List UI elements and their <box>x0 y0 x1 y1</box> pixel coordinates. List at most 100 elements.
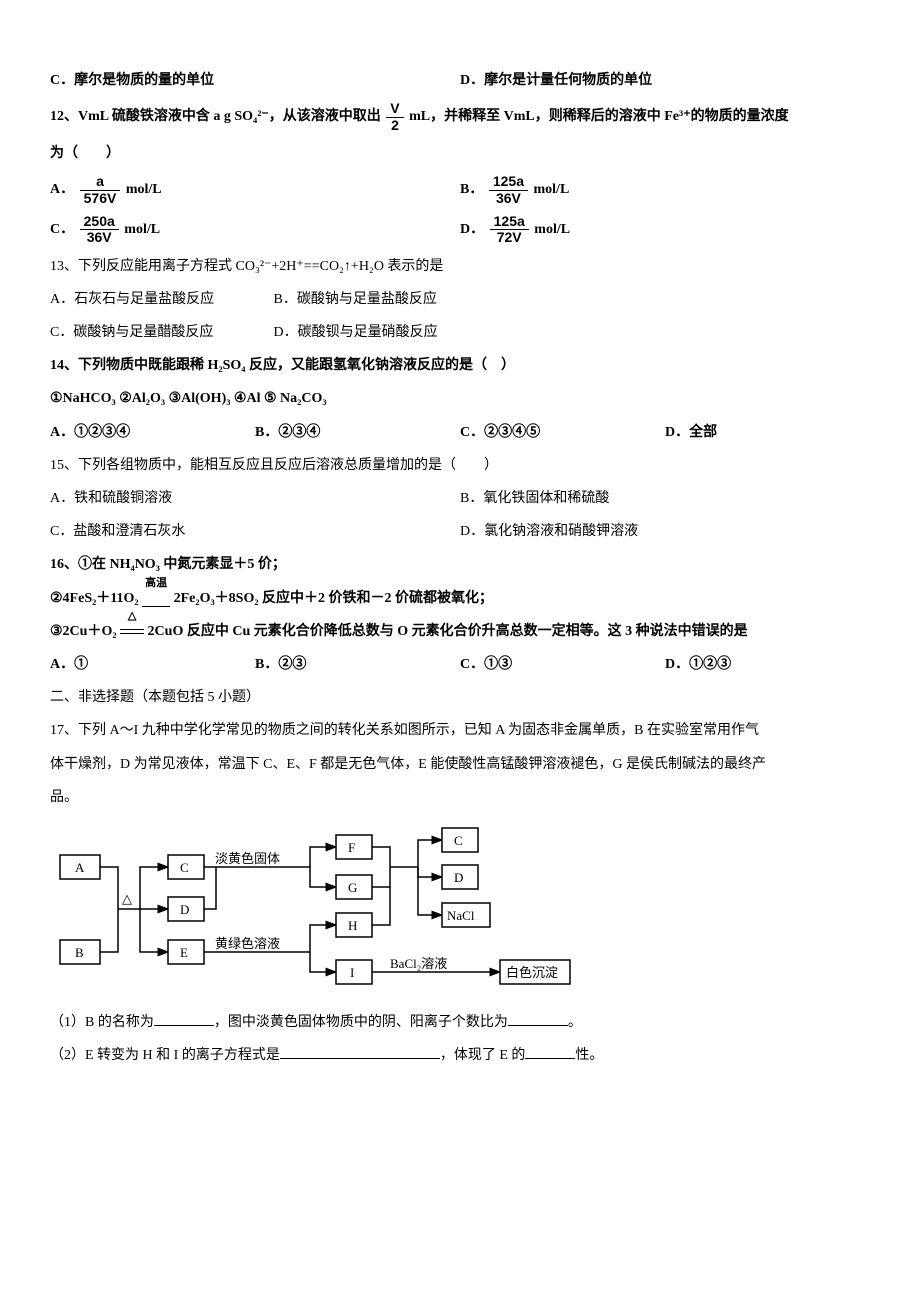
node-d: D <box>180 902 189 917</box>
q12-opt-a: A． a 576V mol/L <box>50 174 460 206</box>
node-f: F <box>348 840 355 855</box>
q13-c: C．碳酸钠与足量醋酸反应 <box>50 320 270 345</box>
q12-opt-c: C． 250a 36V mol/L <box>50 214 460 246</box>
q12-d-frac: 125a 72V <box>490 214 529 246</box>
q12-a-label: A． <box>50 182 74 197</box>
node-white: 白色沉淀 <box>506 965 558 980</box>
section2-title: 二、非选择题（本题包括 5 小题） <box>50 685 870 710</box>
node-c: C <box>180 860 189 875</box>
delta-label: △ <box>122 891 132 906</box>
q14-d: D．全部 <box>665 420 870 445</box>
q12-stem-c: 为（ ） <box>50 141 870 166</box>
q17-diagram-svg: A B △ C D E 淡黄色固体 黄绿色溶液 F G H I C D NaCl… <box>50 825 650 995</box>
q17-s2a: （2）E 转变为 H 和 I 的离子方程式是 <box>50 1048 280 1063</box>
node-h: H <box>348 918 357 933</box>
q17-s2b: ，体现了 E 的 <box>440 1048 526 1063</box>
label-bacl2: BaCl₂溶液 <box>390 956 447 971</box>
q15-c: C．盐酸和澄清石灰水 <box>50 519 460 544</box>
q12-d-den: 72V <box>490 230 529 245</box>
q14-list: ①NaHCO₃ ②Al₂O₃ ③Al(OH)₃ ④Al ⑤ Na₂CO₃ <box>50 386 870 411</box>
q15-stem: 15、下列各组物质中，能相互反应且反应后溶液总质量增加的是（ ） <box>50 453 870 478</box>
q12-c-tail: mol/L <box>124 222 160 237</box>
q17-s1c: 。 <box>568 1015 582 1030</box>
q16-l1: 16、①在 NH₄NO₃ 中氮元素显＋5 价； <box>50 552 870 577</box>
q12-stem-b: mL，并稀释至 VmL，则稀释后的溶液中 Fe³⁺的物质的量浓度 <box>409 109 788 124</box>
q13-row2: C．碳酸钠与足量醋酸反应 D．碳酸钡与足量硝酸反应 <box>50 320 870 345</box>
q12-c-num: 250a <box>80 214 119 230</box>
q16-c: C．①③ <box>460 652 665 677</box>
q16-l2-cond-text: 高温 <box>142 574 170 594</box>
q12-a-tail: mol/L <box>126 182 162 197</box>
node-a: A <box>75 860 85 875</box>
q16-l3: ③2Cu＋O₂ △ 2CuO 反应中 Cu 元素化合价降低总数与 O 元素化合价… <box>50 619 870 644</box>
q17-p1: 17、下列 A～I 九种中学化学常见的物质之间的转化关系如图所示，已知 A 为固… <box>50 718 870 743</box>
label-yellowgreen: 黄绿色溶液 <box>215 936 280 951</box>
q17-diagram: A B △ C D E 淡黄色固体 黄绿色溶液 F G H I C D NaCl… <box>50 825 870 995</box>
q17-p3: 品。 <box>50 785 870 810</box>
q15-row1: A．铁和硫酸铜溶液 B．氧化铁固体和稀硫酸 <box>50 486 870 511</box>
q17-p2: 体干燥剂，D 为常见液体，常温下 C、E、F 都是无色气体，E 能使酸性高锰酸钾… <box>50 752 870 777</box>
q12-frac1: V 2 <box>386 101 403 133</box>
q15-d: D．氯化钠溶液和硝酸钾溶液 <box>460 519 870 544</box>
blank-1 <box>154 1011 214 1026</box>
q12-d-tail: mol/L <box>534 222 570 237</box>
blank-2 <box>508 1011 568 1026</box>
q12-row1: A． a 576V mol/L B． 125a 36V mol/L <box>50 174 870 206</box>
q11-opt-c: C．摩尔是物质的量的单位 <box>50 68 460 93</box>
node-g: G <box>348 880 357 895</box>
q16-l3-cond: △ <box>120 619 144 644</box>
q14-b: B．②③④ <box>255 420 460 445</box>
q16-l2b: 2Fe₂O₃＋8SO₂ 反应中＋2 价铁和－2 价硫都被氧化； <box>170 591 493 606</box>
q17-s1a: （1）B 的名称为 <box>50 1015 154 1030</box>
q13-a: A．石灰石与足量盐酸反应 <box>50 287 270 312</box>
q12-b-num: 125a <box>489 174 528 190</box>
q12-b-tail: mol/L <box>534 182 570 197</box>
q17-s2: （2）E 转变为 H 和 I 的离子方程式是 ，体现了 E 的 性。 <box>50 1043 870 1068</box>
q16-a: A．① <box>50 652 255 677</box>
q13-d: D．碳酸钡与足量硝酸反应 <box>274 325 438 340</box>
q16-l3b: 2CuO 反应中 Cu 元素化合价降低总数与 O 元素化合价升高总数一定相等。这… <box>144 624 748 639</box>
q12-c-frac: 250a 36V <box>80 214 119 246</box>
node-nacl: NaCl <box>447 908 475 923</box>
blank-4 <box>525 1044 575 1059</box>
q13-row1: A．石灰石与足量盐酸反应 B．碳酸钠与足量盐酸反应 <box>50 287 870 312</box>
q12-a-den: 576V <box>80 191 121 206</box>
q16-l2: ②4FeS₂＋11O₂ 高温 2Fe₂O₃＋8SO₂ 反应中＋2 价铁和－2 价… <box>50 586 870 611</box>
q17-s1: （1）B 的名称为，图中淡黄色固体物质中的阴、阳离子个数比为。 <box>50 1010 870 1035</box>
q16-b: B．②③ <box>255 652 460 677</box>
q16-l3-cond-text: △ <box>120 607 144 627</box>
q15-a: A．铁和硫酸铜溶液 <box>50 486 460 511</box>
q16-d: D．①②③ <box>665 652 870 677</box>
node-c2: C <box>454 833 463 848</box>
q12-b-label: B． <box>460 182 483 197</box>
q17-s2c: 性。 <box>575 1048 603 1063</box>
q12-opt-d: D． 125a 72V mol/L <box>460 214 870 246</box>
q12-stem: 12、VmL 硫酸铁溶液中含 a g SO₄²⁻，从该溶液中取出 V 2 mL，… <box>50 101 870 133</box>
q14-stem: 14、下列物质中既能跟稀 H₂SO₄ 反应，又能跟氢氧化钠溶液反应的是（ ） <box>50 353 870 378</box>
q12-c-label: C． <box>50 222 74 237</box>
q12-stem-a: 12、VmL 硫酸铁溶液中含 a g SO₄²⁻，从该溶液中取出 <box>50 109 384 124</box>
node-d2: D <box>454 870 463 885</box>
q16-l2-cond: 高温 <box>142 586 170 611</box>
q13-b: B．碳酸钠与足量盐酸反应 <box>274 292 437 307</box>
q12-d-label: D． <box>460 222 484 237</box>
q14-a: A．①②③④ <box>50 420 255 445</box>
q12-a-frac: a 576V <box>80 174 121 206</box>
q12-opt-b: B． 125a 36V mol/L <box>460 174 870 206</box>
blank-3 <box>280 1044 440 1059</box>
q11-options: C．摩尔是物质的量的单位 D．摩尔是计量任何物质的单位 <box>50 68 870 93</box>
q12-b-den: 36V <box>489 191 528 206</box>
q15-row2: C．盐酸和澄清石灰水 D．氯化钠溶液和硝酸钾溶液 <box>50 519 870 544</box>
q12-d-num: 125a <box>490 214 529 230</box>
q12-row2: C． 250a 36V mol/L D． 125a 72V mol/L <box>50 214 870 246</box>
q14-opts: A．①②③④ B．②③④ C．②③④⑤ D．全部 <box>50 420 870 445</box>
q15-b: B．氧化铁固体和稀硫酸 <box>460 486 870 511</box>
q13-stem: 13、下列反应能用离子方程式 CO₃²⁻+2H⁺==CO₂↑+H₂O 表示的是 <box>50 254 870 279</box>
q14-c: C．②③④⑤ <box>460 420 665 445</box>
node-e: E <box>180 945 188 960</box>
q12-c-den: 36V <box>80 230 119 245</box>
q12-frac1-num: V <box>386 101 403 117</box>
label-yellow-solid: 淡黄色固体 <box>215 851 280 866</box>
q11-opt-d: D．摩尔是计量任何物质的单位 <box>460 68 870 93</box>
q16-opts: A．① B．②③ C．①③ D．①②③ <box>50 652 870 677</box>
